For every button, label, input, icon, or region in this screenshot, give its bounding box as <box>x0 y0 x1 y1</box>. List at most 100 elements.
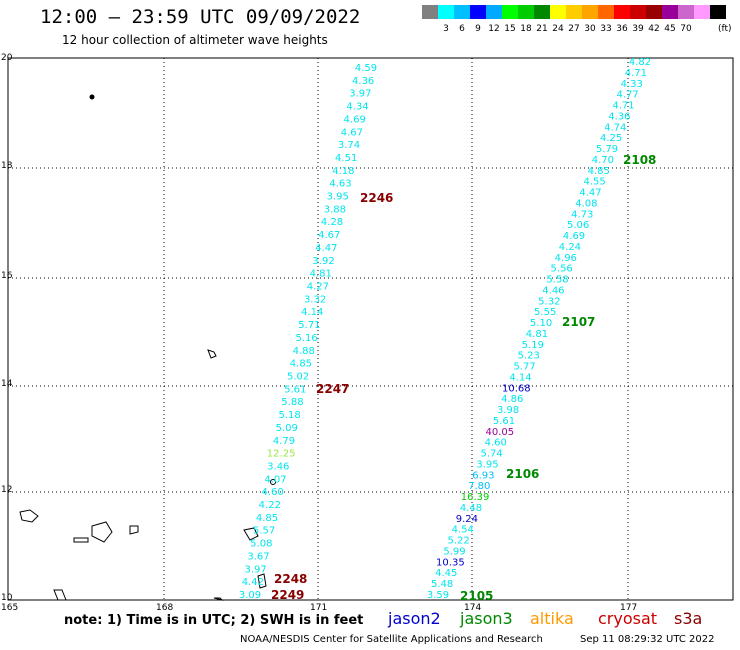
colorbar-swatch <box>566 5 582 19</box>
wave-height-label: 5.61 <box>284 384 306 395</box>
wave-height-label: 4.85 <box>290 359 312 370</box>
wave-height-label: 4.14 <box>301 307 323 318</box>
cryosat-pass-label: 2249 <box>271 588 304 602</box>
legend-jason2: jason2 <box>388 609 441 628</box>
wave-height-label: 6.93 <box>472 470 494 481</box>
island-shape <box>129 525 139 535</box>
colorbar-label: 27 <box>568 24 579 34</box>
wave-height-label: 4.77 <box>616 90 638 101</box>
wave-height-label: 3.97 <box>245 564 267 575</box>
colorbar-label: 18 <box>520 24 532 34</box>
colorbar-label: 24 <box>552 24 564 34</box>
cryosat-pass-label: 2247 <box>316 382 349 396</box>
wave-height-label: 4.63 <box>329 179 351 190</box>
wave-height-label: 4.14 <box>509 372 531 383</box>
colorbar-swatch <box>486 5 502 19</box>
wave-height-label: 3.97 <box>349 89 371 100</box>
wave-height-label: 3.59 <box>427 590 449 601</box>
colorbar-swatch <box>422 5 438 19</box>
wave-height-label: 5.32 <box>538 296 560 307</box>
colorbar-swatch <box>678 5 694 19</box>
jason3-pass-label: 2108 <box>623 153 656 167</box>
wave-height-label: 5.23 <box>518 351 540 362</box>
wave-height-label: 4.60 <box>262 487 284 498</box>
wave-height-label: 4.55 <box>584 177 606 188</box>
wave-height-label: 4.73 <box>571 209 593 220</box>
cryosat-pass-label: 2248 <box>274 572 307 586</box>
wave-height-label: 5.08 <box>250 539 272 550</box>
wave-height-label: 4.28 <box>321 217 343 228</box>
wave-height-label: 4.08 <box>575 198 597 209</box>
colorbar-swatch <box>710 5 726 19</box>
wave-height-label: 4.81 <box>526 329 548 340</box>
colorbar-swatch <box>598 5 614 19</box>
colorbar-label: 3 <box>443 24 449 34</box>
colorbar-swatch <box>662 5 678 19</box>
wave-height-label: 5.88 <box>281 397 303 408</box>
wave-height-label: 5.77 <box>513 362 535 373</box>
jason3-pass-label: 2106 <box>506 467 539 481</box>
wave-height-label: 4.07 <box>264 474 286 485</box>
wave-height-label: 4.54 <box>452 525 474 536</box>
wave-height-label: 5.99 <box>443 546 465 557</box>
wave-height-label: 12.25 <box>267 449 296 460</box>
lat-tick-label: 12 <box>1 485 12 495</box>
island-shape <box>243 527 259 541</box>
colorbar-label: 39 <box>632 24 644 34</box>
wave-height-label: 10.35 <box>436 557 465 568</box>
wave-height-label: 4.71 <box>612 101 634 112</box>
island-shape <box>91 521 113 543</box>
colorbar-swatch <box>534 5 550 19</box>
colorbar-swatch <box>470 5 486 19</box>
island-shape <box>213 597 224 601</box>
lat-tick-label: 16 <box>1 271 13 281</box>
colorbar-label: 33 <box>600 24 611 34</box>
wave-height-label: 4.69 <box>563 231 585 242</box>
colorbar-label: 9 <box>475 24 481 34</box>
wave-height-label: 40.05 <box>486 427 515 438</box>
wave-height-label: 4.34 <box>346 102 368 113</box>
island-shape <box>53 589 67 601</box>
colorbar-swatch <box>438 5 454 19</box>
wave-height-label: 5.79 <box>596 144 618 155</box>
cryosat-pass-label: 2246 <box>360 191 393 205</box>
wave-height-label: 4.45 <box>435 568 457 579</box>
wave-height-label: 4.33 <box>621 79 643 90</box>
wave-height-label: 4.47 <box>579 188 601 199</box>
wave-height-label: 5.16 <box>295 333 317 344</box>
wave-height-label: 3.32 <box>304 294 326 305</box>
lat-tick-label: 18 <box>1 161 13 171</box>
wave-height-label: 4.36 <box>352 76 374 87</box>
colorbar-swatch <box>550 5 566 19</box>
colorbar-label: 15 <box>504 24 515 34</box>
colorbar-swatch <box>502 5 518 19</box>
wave-height-label: 4.46 <box>542 285 564 296</box>
wave-height-label: 5.09 <box>276 423 298 434</box>
wave-height-label: 3.98 <box>497 405 519 416</box>
wave-height-label: 4.27 <box>307 282 329 293</box>
wave-height-label: 4.81 <box>310 269 332 280</box>
legend-altika: altika <box>530 609 574 628</box>
wave-height-label: 4.24 <box>559 242 581 253</box>
colorbar-label: 21 <box>536 24 547 34</box>
wave-height-label: 4.96 <box>555 253 577 264</box>
legend-cryosat: cryosat <box>598 609 658 628</box>
colorbar-label: 6 <box>459 24 465 34</box>
lat-tick-label: 10 <box>1 593 13 603</box>
wave-height-label: 4.18 <box>332 166 354 177</box>
wave-height-label: 4.48 <box>460 503 482 514</box>
lat-tick-label: 14 <box>1 379 13 389</box>
wave-height-label: 5.48 <box>431 579 453 590</box>
wave-height-label: 5.22 <box>447 536 469 547</box>
wave-height-label: 5.02 <box>287 371 309 382</box>
wave-height-label: 4.60 <box>485 438 507 449</box>
wave-height-label: 4.71 <box>625 68 647 79</box>
wave-height-label: 3.09 <box>239 590 261 601</box>
wave-height-label: 3.92 <box>312 256 334 267</box>
wave-height-label: 3.95 <box>476 459 498 470</box>
wave-height-label: 10.68 <box>502 383 531 394</box>
colorbar-swatch <box>646 5 662 19</box>
lon-tick-label: 165 <box>1 603 18 613</box>
lon-tick-label: 168 <box>156 603 173 613</box>
